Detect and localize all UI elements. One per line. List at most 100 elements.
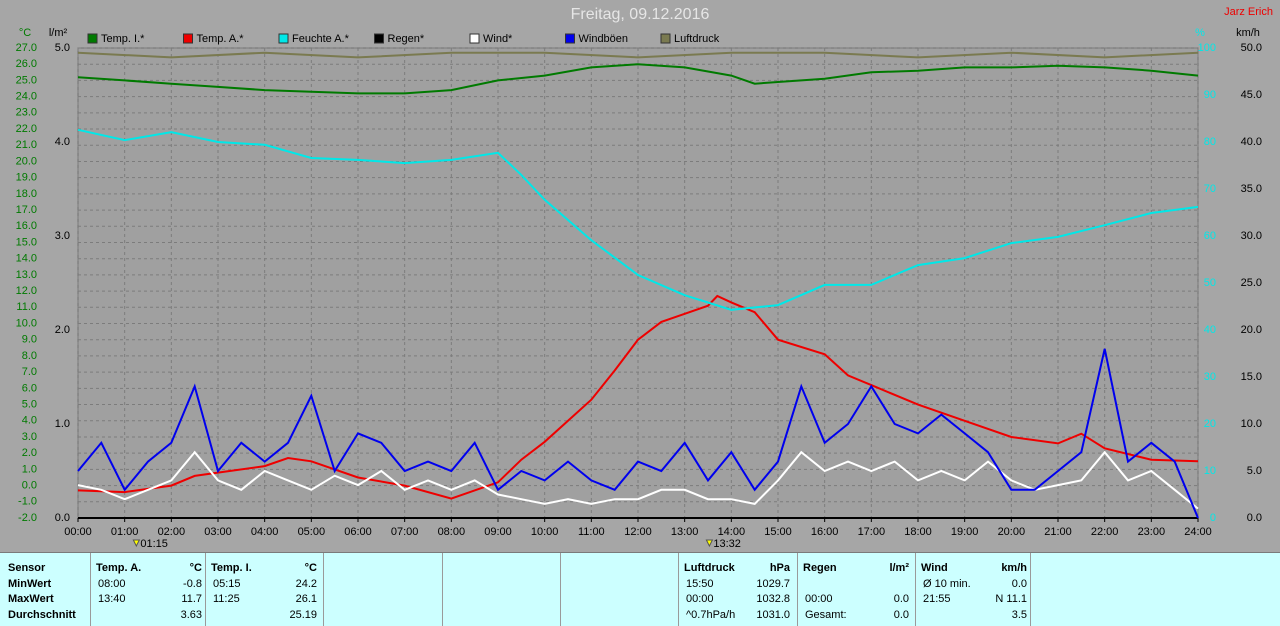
- y-tick-label: 13.0: [16, 269, 37, 281]
- series-line: [77, 63, 1199, 95]
- legend-label: Feuchte A.*: [292, 33, 350, 45]
- x-tick-label: 04:00: [251, 526, 279, 538]
- x-tick-label: 08:00: [438, 526, 466, 538]
- table-header: Sensor: [8, 562, 46, 574]
- y-tick-label: 60: [1204, 230, 1216, 242]
- cell-value: 0.0: [893, 593, 909, 605]
- x-tick-label: 24:00: [1184, 526, 1212, 538]
- cell-value: 1031.0: [756, 609, 790, 621]
- y-tick-label: -2.0: [18, 512, 37, 524]
- y-tick-label: 0.0: [1247, 512, 1262, 524]
- x-tick-label: 07:00: [391, 526, 419, 538]
- y-tick-label: 21.0: [16, 139, 37, 151]
- x-tick-label: 13:00: [671, 526, 699, 538]
- x-tick-label: 01:00: [111, 526, 139, 538]
- cell-value: 11.7: [181, 593, 202, 605]
- axis-title: km/h: [1236, 27, 1260, 39]
- x-tick-label: 05:00: [298, 526, 326, 538]
- y-tick-label: 45.0: [1241, 89, 1262, 101]
- y-tick-label: 19.0: [16, 172, 37, 184]
- y-tick-label: 30: [1204, 371, 1216, 383]
- y-tick-label: 0.0: [22, 479, 37, 491]
- axis-title: l/m²: [49, 27, 68, 39]
- x-tick-label: 12:00: [624, 526, 652, 538]
- y-tick-label: 14.0: [16, 253, 37, 265]
- column-divider: [323, 553, 324, 626]
- cell-value: 24.2: [295, 578, 317, 590]
- y-tick-label: 80: [1204, 136, 1216, 148]
- row-label: MinWert: [8, 578, 52, 590]
- series-line: [77, 51, 1199, 59]
- sensor-unit: km/h: [1001, 562, 1027, 574]
- y-tick-label: 30.0: [1241, 230, 1262, 242]
- x-tick-label: 16:00: [811, 526, 839, 538]
- y-tick-label: 20: [1204, 418, 1216, 430]
- cell-value: -0.8: [183, 578, 202, 590]
- y-tick-label: 40.0: [1241, 136, 1262, 148]
- sensor-name: Temp. A.: [96, 562, 142, 574]
- column-divider: [1030, 553, 1031, 626]
- y-tick-label: 25.0: [16, 74, 37, 86]
- cell-label: 08:00: [98, 578, 126, 590]
- x-tick-label: 14:00: [718, 526, 746, 538]
- legend-label: Windböen: [579, 33, 629, 45]
- x-tick-label: 03:00: [204, 526, 232, 538]
- y-tick-label: 3.0: [22, 431, 37, 443]
- y-tick-label: 17.0: [16, 204, 37, 216]
- sensor-unit: hPa: [769, 562, 790, 574]
- x-tick-label: 21:00: [1044, 526, 1072, 538]
- legend-swatch: [183, 33, 193, 44]
- y-tick-label: 40: [1204, 324, 1216, 336]
- x-tick-label: 23:00: [1138, 526, 1166, 538]
- stats-table: Sensor MinWert MaxWert Durchschnitt Temp. A.…: [0, 552, 1280, 626]
- y-tick-label: 26.0: [16, 58, 37, 70]
- legend-swatch: [660, 33, 671, 44]
- cell-label: 13:40: [98, 593, 126, 605]
- legend-label: Temp. A.*: [197, 33, 245, 45]
- axis-title: %: [1195, 27, 1205, 39]
- y-tick-label: 12.0: [16, 285, 37, 297]
- x-tick-label: 10:00: [531, 526, 559, 538]
- y-tick-label: 1.0: [22, 463, 37, 475]
- y-tick-label: 4.0: [55, 136, 70, 148]
- column-divider: [797, 553, 798, 626]
- column-divider: [205, 553, 206, 626]
- y-tick-label: 20.0: [1241, 324, 1262, 336]
- x-tick-label: 15:00: [764, 526, 792, 538]
- cell-value: 0.0: [893, 609, 909, 621]
- legend-swatch: [278, 33, 289, 44]
- y-tick-label: -1.0: [18, 496, 37, 508]
- cell-label: Gesamt:: [805, 609, 847, 621]
- cell-label: ^0.7hPa/h: [686, 609, 736, 621]
- cell-label: Ø 10 min.: [923, 578, 971, 590]
- x-tick-label: 00:00: [64, 526, 92, 538]
- y-tick-label: 15.0: [1241, 371, 1262, 383]
- cell-value: 1029.7: [756, 578, 790, 590]
- y-tick-label: 9.0: [22, 334, 37, 346]
- y-tick-label: 100: [1198, 42, 1216, 54]
- y-tick-label: 22.0: [16, 123, 37, 135]
- sensor-unit: °C: [189, 562, 202, 574]
- legend-swatch: [374, 33, 384, 44]
- series-line: [77, 294, 1199, 500]
- cell-label: 05:15: [213, 578, 241, 590]
- x-tick-label: 22:00: [1091, 526, 1119, 538]
- y-tick-label: 1.0: [55, 418, 70, 430]
- x-tick-label: 11:00: [578, 526, 605, 538]
- x-tick-label: 09:00: [484, 526, 512, 538]
- y-tick-label: 2.0: [22, 447, 37, 459]
- cell-value: 25.19: [289, 609, 317, 621]
- annotation-marker: [132, 539, 141, 548]
- column-divider: [678, 553, 679, 626]
- legend-label: Regen*: [388, 33, 425, 45]
- y-tick-label: 7.0: [22, 366, 37, 378]
- x-tick-label: 02:00: [158, 526, 186, 538]
- series-line: [77, 450, 1199, 510]
- cell-value: 3.5: [1011, 609, 1027, 621]
- chart: Freitag, 09.12.2016 Jarz Erich °C l/m² %…: [16, 6, 1273, 550]
- y-tick-label: 0.0: [55, 512, 70, 524]
- x-tick-label: 19:00: [951, 526, 979, 538]
- cell-value: 0.0: [1011, 578, 1027, 590]
- cell-label: 00:00: [686, 593, 714, 605]
- y-tick-label: 24.0: [16, 91, 37, 103]
